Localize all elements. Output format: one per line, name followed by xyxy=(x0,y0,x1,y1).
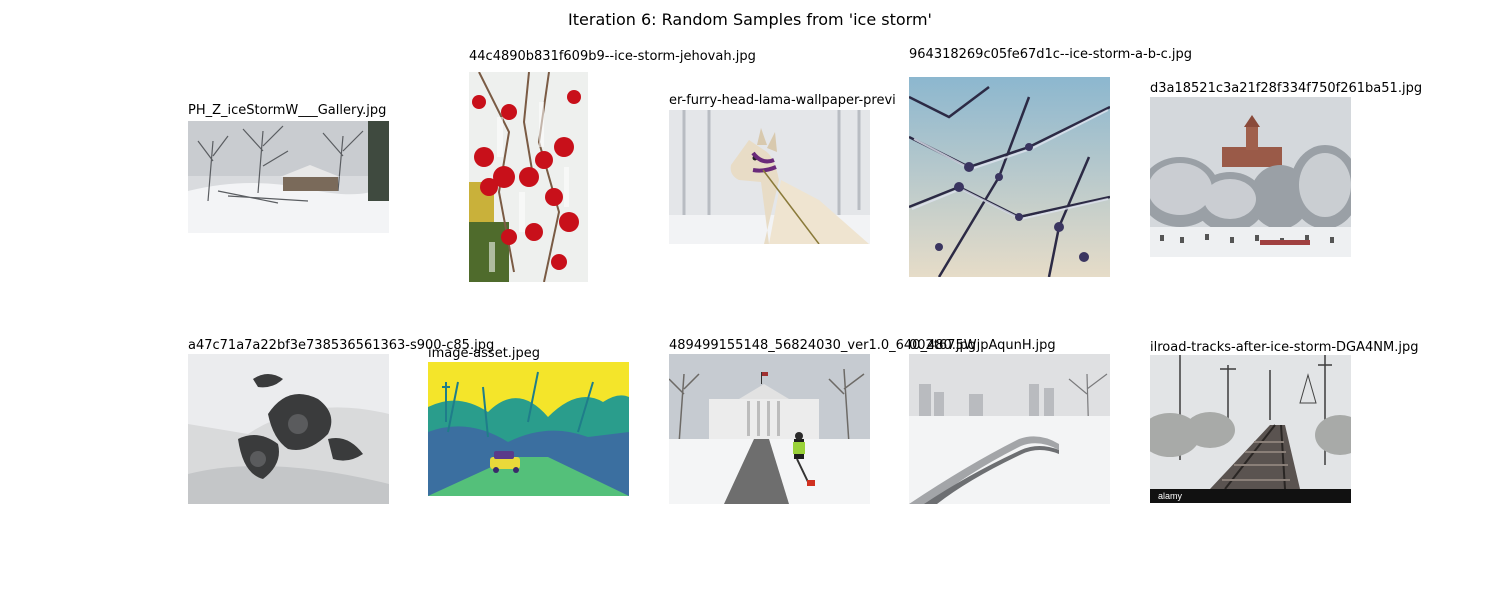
sample-image-iced-branches xyxy=(909,77,1110,277)
sample-caption: PH_Z_iceStormW___Gallery.jpg xyxy=(188,103,387,118)
sample-image-icestorm-yard xyxy=(188,121,389,233)
sample-image-iced-berries xyxy=(469,72,588,282)
sample-caption: d3a18521c3a21f28f334f750f261ba51.jpg xyxy=(1150,81,1423,96)
sample-image-debris-on-ice xyxy=(188,354,389,504)
sample-caption: ilroad-tracks-after-ice-storm-DGA4NM.jpg xyxy=(1150,340,1419,355)
sample-caption: er-furry-head-lama-wallpaper-previ xyxy=(669,93,896,108)
sample-image-white-house xyxy=(669,354,870,504)
sample-caption: 44c4890b831f609b9--ice-storm-jehovah.jpg xyxy=(469,49,756,64)
sample-image-false-color-car xyxy=(428,362,629,496)
sample-image-llama xyxy=(669,110,870,244)
sample-caption: 002t675WjpAqunH.jpg xyxy=(909,338,1056,353)
sample-image-courthouse xyxy=(1150,97,1351,257)
sample-caption: 964318269c05fe67d1c--ice-storm-a-b-c.jpg xyxy=(909,47,1193,62)
alamy-watermark: alamy xyxy=(1158,491,1183,501)
figure-title: Iteration 6: Random Samples from 'ice st… xyxy=(568,10,932,29)
sample-image-railroad-tracks: alamy xyxy=(1150,355,1351,503)
sample-caption: image-asset.jpeg xyxy=(428,346,541,361)
sample-caption: 489499155148_56824030_ver1.0_640_480.jpg xyxy=(669,338,977,353)
sample-caption: a47c71a7a22bf3e738536561363-s900-c85.jpg xyxy=(188,338,495,353)
sample-image-park-bridge xyxy=(909,354,1110,504)
